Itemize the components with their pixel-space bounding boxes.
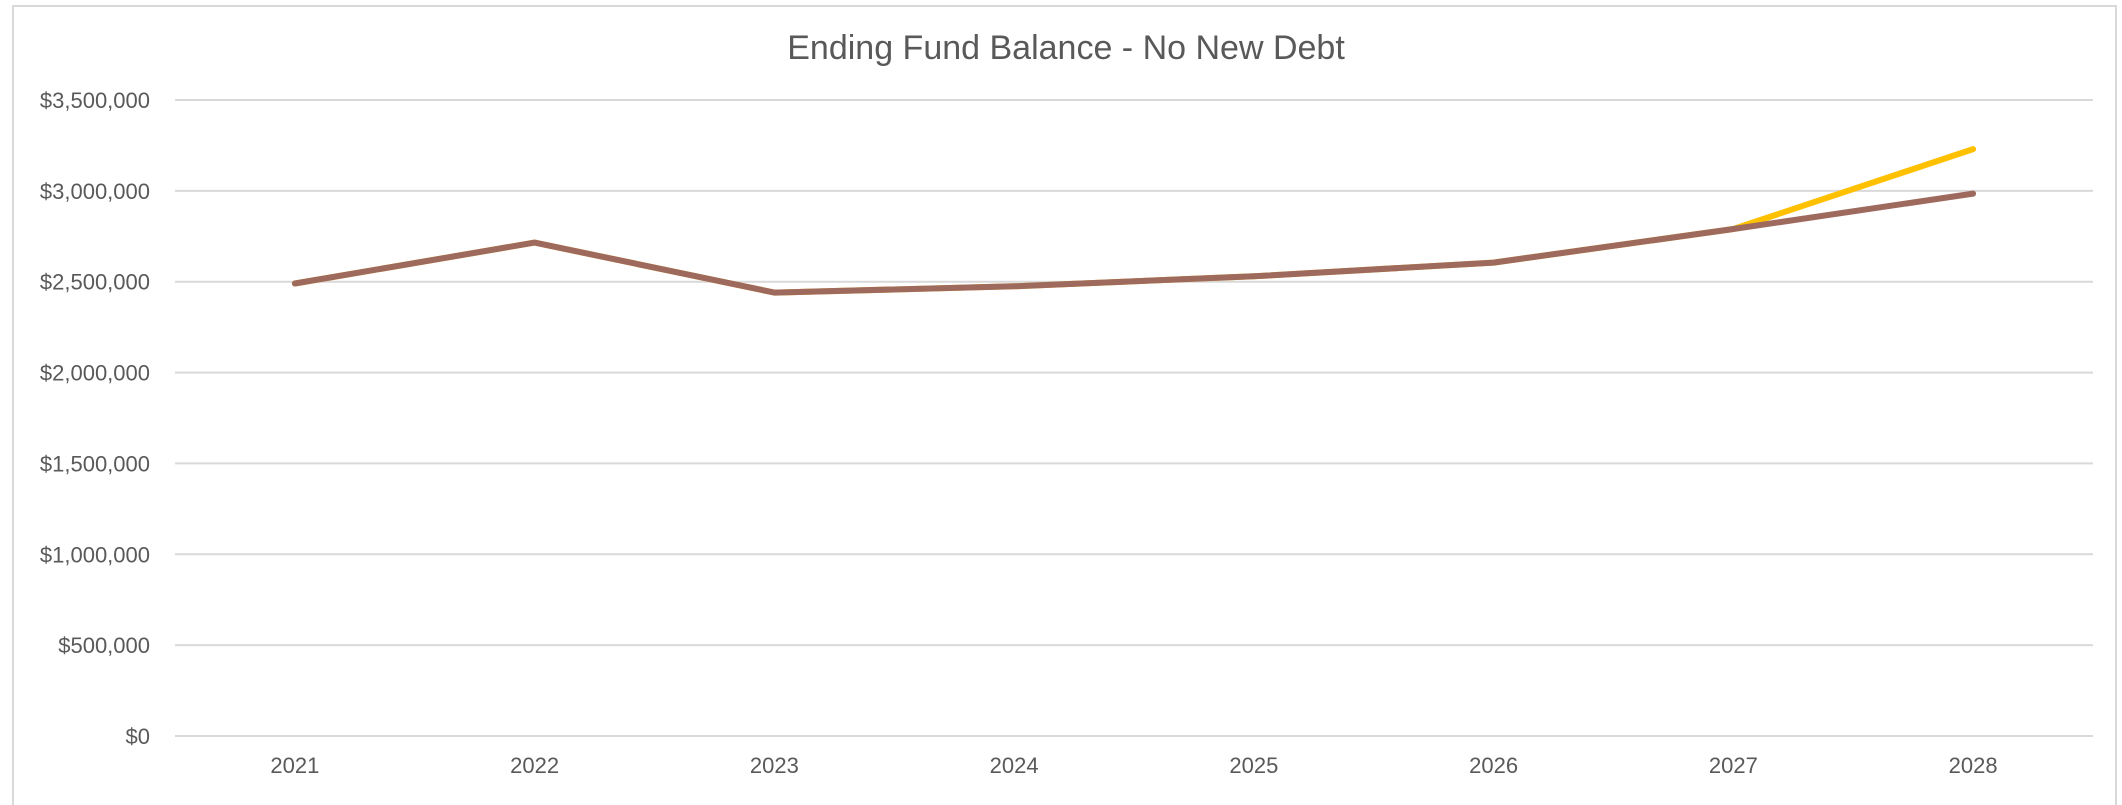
- y-tick-label: $2,500,000: [40, 270, 150, 295]
- x-tick-label: 2024: [990, 753, 1039, 778]
- y-tick-label: $3,000,000: [40, 179, 150, 204]
- x-tick-label: 2026: [1469, 753, 1518, 778]
- x-tick-label: 2021: [270, 753, 319, 778]
- y-tick-label: $2,000,000: [40, 361, 150, 386]
- series-lines: [291, 146, 1977, 296]
- x-tick-label: 2025: [1229, 753, 1278, 778]
- x-tick-label: 2027: [1709, 753, 1758, 778]
- y-tick-label: $500,000: [58, 633, 150, 658]
- y-tick-label: $1,000,000: [40, 542, 150, 567]
- y-tick-label: $1,500,000: [40, 451, 150, 476]
- x-tick-label: 2028: [1949, 753, 1998, 778]
- y-tick-label: $0: [126, 724, 150, 749]
- x-tick-label: 2023: [750, 753, 799, 778]
- series-line: [291, 146, 1977, 296]
- y-tick-label: $3,500,000: [40, 88, 150, 113]
- x-axis-tick-labels: 2021 2022 2023 2024 2025 2026 2027 2028: [270, 753, 1997, 778]
- y-axis-tick-labels: $0 $500,000 $1,000,000 $1,500,000 $2,000,000…: [40, 88, 150, 749]
- x-tick-label: 2022: [510, 753, 559, 778]
- chart-title: Ending Fund Balance - No New Debt: [787, 29, 1345, 67]
- grid-lines: [175, 99, 2093, 737]
- chart-frame: [12, 5, 2117, 805]
- series-line: [291, 190, 1977, 296]
